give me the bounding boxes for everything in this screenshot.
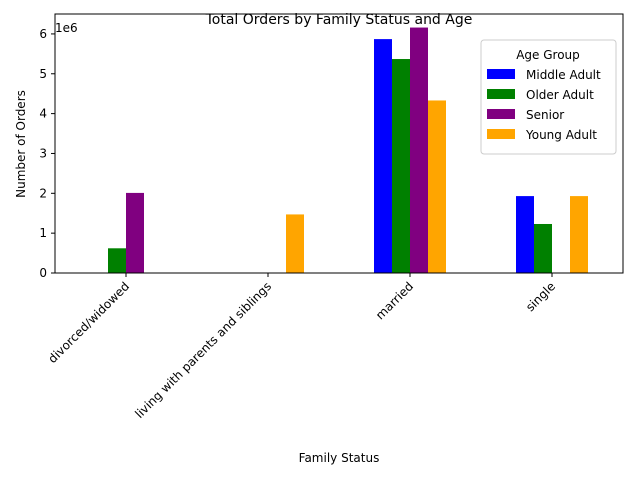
y-tick-label: 1: [39, 226, 47, 240]
plot-frame: [54, 13, 624, 274]
y-tick-label: 5: [39, 67, 47, 81]
bars-group: [108, 27, 588, 274]
legend-label: Young Adult: [525, 128, 597, 142]
y-tick-label: 2: [39, 186, 47, 200]
bar: [374, 39, 392, 274]
bar: [392, 59, 410, 273]
bar: [516, 196, 534, 273]
y-axis-label: Number of Orders: [14, 90, 28, 198]
legend-swatch: [487, 69, 515, 79]
bar: [570, 196, 588, 273]
y-axis: 0 1 2 3 4 5 6: [39, 27, 55, 280]
bar: [534, 223, 552, 273]
y-tick-label: 4: [39, 107, 47, 121]
y-tick-label: 0: [39, 266, 47, 280]
legend-frame: [480, 39, 617, 155]
legend-label: Older Adult: [526, 88, 594, 102]
bar: [108, 248, 126, 273]
bar: [286, 214, 304, 273]
legend-title: Age Group: [516, 48, 580, 62]
legend-swatch: [487, 89, 515, 99]
y-offset-label: 1e6: [55, 21, 78, 35]
bar: [126, 192, 144, 273]
chart-title: Total Orders by Family Status and Age: [205, 12, 473, 28]
legend-label: Middle Adult: [526, 68, 601, 82]
legend-swatch: [487, 109, 515, 119]
y-tick-label: 6: [39, 27, 47, 41]
legend-swatch: [487, 129, 515, 139]
bar: [428, 100, 446, 273]
bar: [410, 27, 428, 273]
y-tick-label: 3: [39, 146, 47, 160]
legend: Age Group Middle Adult Older Adult Senior Y…: [480, 39, 617, 155]
x-axis-label: Family Status: [299, 451, 380, 465]
legend-label: Senior: [526, 108, 564, 122]
